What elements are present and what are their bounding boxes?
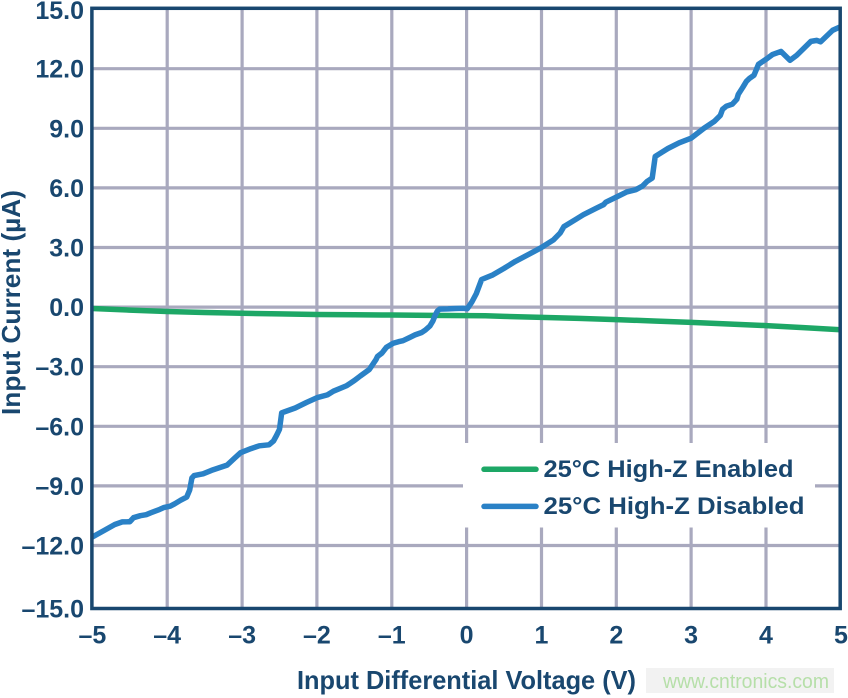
- svg-text:6.0: 6.0: [49, 175, 84, 203]
- svg-text:4: 4: [759, 621, 773, 649]
- svg-text:–5: –5: [78, 621, 106, 649]
- svg-text:5: 5: [834, 621, 848, 649]
- svg-text:–1: –1: [378, 621, 406, 649]
- svg-text:www.cntronics.com: www.cntronics.com: [662, 671, 829, 693]
- svg-text:–15.0: –15.0: [21, 596, 84, 624]
- svg-text:12.0: 12.0: [35, 56, 84, 84]
- svg-text:3: 3: [684, 621, 698, 649]
- svg-text:–9.0: –9.0: [35, 473, 84, 501]
- svg-text:15.0: 15.0: [35, 0, 84, 25]
- svg-text:–12.0: –12.0: [21, 533, 84, 561]
- svg-text:–4: –4: [153, 621, 181, 649]
- svg-text:Input Current (µA): Input Current (µA): [0, 190, 26, 415]
- svg-text:–3.0: –3.0: [35, 354, 84, 382]
- svg-text:0.0: 0.0: [49, 294, 84, 322]
- svg-text:25°C High-Z Enabled: 25°C High-Z Enabled: [544, 456, 794, 483]
- svg-text:2: 2: [609, 621, 623, 649]
- svg-text:–3: –3: [228, 621, 256, 649]
- svg-text:9.0: 9.0: [49, 115, 84, 143]
- svg-text:25°C High-Z Disabled: 25°C High-Z Disabled: [544, 493, 805, 520]
- svg-text:1: 1: [535, 621, 549, 649]
- svg-text:–2: –2: [303, 621, 331, 649]
- svg-text:3.0: 3.0: [49, 235, 84, 263]
- svg-text:0: 0: [460, 621, 474, 649]
- svg-text:–6.0: –6.0: [35, 413, 84, 441]
- svg-text:Input Differential Voltage (V): Input Differential Voltage (V): [297, 665, 636, 695]
